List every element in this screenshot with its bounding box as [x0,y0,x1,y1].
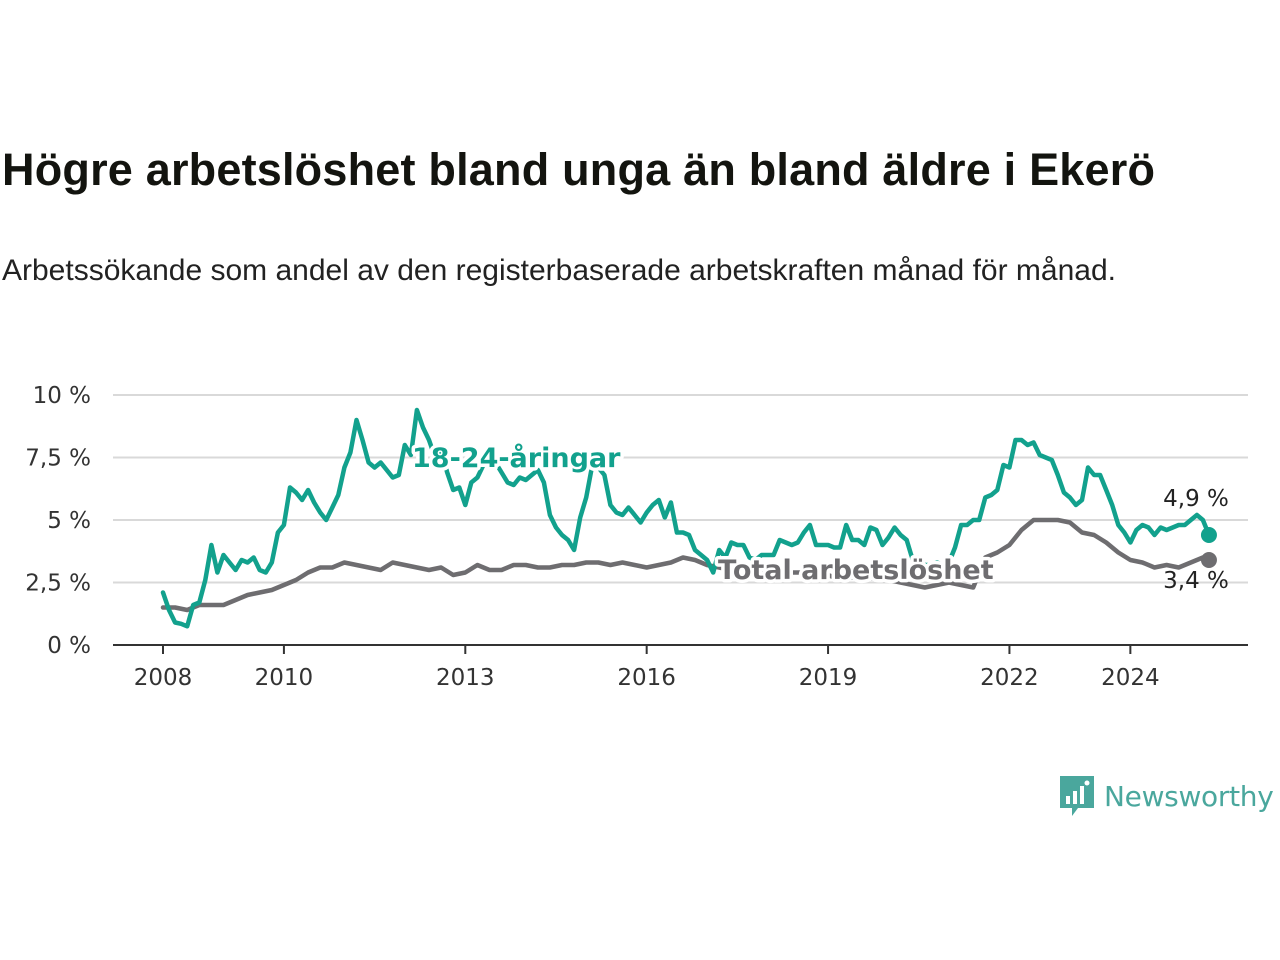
newsworthy-logo-icon [1060,776,1094,816]
grid-layer [113,394,1248,584]
x-tick-label: 2024 [1101,665,1160,691]
series-end-point [1200,527,1217,543]
series-label-youth-halo: 18-24-åringar [412,442,621,474]
y-tick-label: 2,5 % [25,571,91,597]
newsworthy-logo: Newsworthy [1058,774,1274,818]
x-tick-label: 2022 [980,665,1039,691]
series-line-total [160,517,1212,613]
x-tick-label: 2010 [255,665,314,691]
y-tick-label: 5 % [47,508,91,534]
series-label-youth: 18-24-åringar [412,442,621,474]
series-lines [160,407,1217,629]
line-chart: 0 % 2,5 % 5 % 7,5 % 10 % 2008 2010 2013 2016 201… [25,383,1248,691]
x-tick-label: 2008 [134,665,193,691]
x-axis: 2008 2010 2013 2016 2019 2022 2024 [113,644,1248,691]
series-label-total: Total arbetslöshet [718,555,994,586]
chart-title: Högre arbetslöshet bland unga än bland ä… [2,144,1156,195]
end-value-youth: 4,9 % [1163,486,1229,512]
series-label-total-halo: Total arbetslöshet [718,555,994,586]
series-end-point [1200,552,1217,568]
x-tick-label: 2016 [617,665,676,691]
series-line-youth [160,407,1212,629]
chart-subtitle: Arbetssökande som andel av den registerb… [2,254,1116,287]
y-tick-label: 7,5 % [25,446,91,472]
x-tick-label: 2013 [436,665,495,691]
end-value-total: 3,4 % [1163,568,1229,594]
newsworthy-logo-text: Newsworthy [1104,779,1274,813]
x-tick-label: 2019 [799,665,858,691]
y-tick-label: 0 % [47,633,91,659]
y-tick-label: 10 % [33,383,91,409]
y-axis: 0 % 2,5 % 5 % 7,5 % 10 % [25,383,91,659]
